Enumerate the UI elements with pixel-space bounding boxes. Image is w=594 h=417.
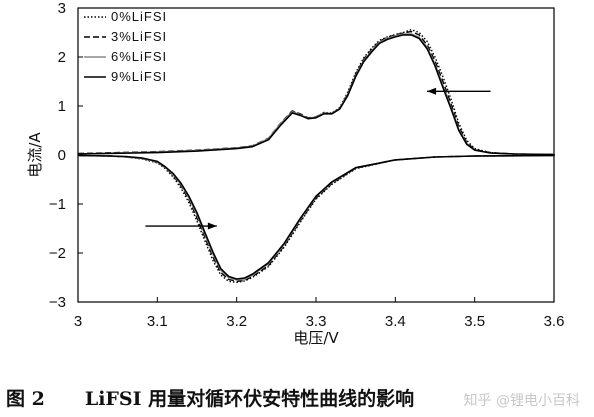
x-tick-label: 3.5 [464, 313, 485, 330]
y-tick-label: −2 [49, 245, 66, 262]
figure-caption: 图 2 LiFSI 用量对循环伏安特性曲线的影响 [6, 384, 594, 412]
x-tick-label: 3.4 [385, 313, 406, 330]
series-layer [77, 28, 555, 284]
figure-title: LiFSI 用量对循环伏安特性曲线的影响 [84, 388, 415, 410]
legend-label: 9%LiFSI [111, 69, 167, 84]
series-line-0pctlifsi [77, 28, 555, 284]
y-tick-label: −1 [49, 196, 66, 213]
x-tick-label: 3.6 [544, 313, 565, 330]
annotation-arrow-head [427, 87, 437, 95]
legend-label: 6%LiFSI [111, 49, 167, 64]
y-tick-label: −3 [49, 294, 66, 311]
series-line-9pctlifsi [77, 34, 555, 280]
legend: 0%LiFSI 3%LiFSI 6%LiFSI 9%LiFSI [84, 9, 167, 84]
watermark-text: 知乎 @锂电小百科 [463, 393, 580, 409]
x-tick-label: 3.3 [306, 313, 327, 330]
y-axis-title: 电流/A [26, 132, 44, 178]
axis-ticks: 3 3.1 3.2 3.3 3.4 3.5 3.6 −3 −2 −1 0 1 2 3 [49, 0, 565, 330]
cv-chart: 3 3.1 3.2 3.3 3.4 3.5 3.6 −3 −2 −1 0 1 2 3 0%LiFSI 3%L… [26, 0, 565, 347]
x-tick-label: 3 [74, 313, 82, 330]
y-tick-label: 3 [58, 0, 66, 17]
legend-label: 0%LiFSI [111, 9, 167, 24]
arrow-annotations [145, 87, 491, 230]
y-tick-label: 0 [58, 147, 66, 164]
x-tick-label: 3.1 [147, 313, 168, 330]
legend-label: 3%LiFSI [111, 29, 167, 44]
figure-number: 图 2 [6, 388, 45, 410]
y-tick-label: 1 [58, 98, 66, 115]
annotation-arrow-head [207, 222, 217, 230]
y-tick-label: 2 [58, 49, 66, 66]
x-axis-title: 电压/V [293, 329, 339, 347]
x-tick-label: 3.2 [226, 313, 247, 330]
